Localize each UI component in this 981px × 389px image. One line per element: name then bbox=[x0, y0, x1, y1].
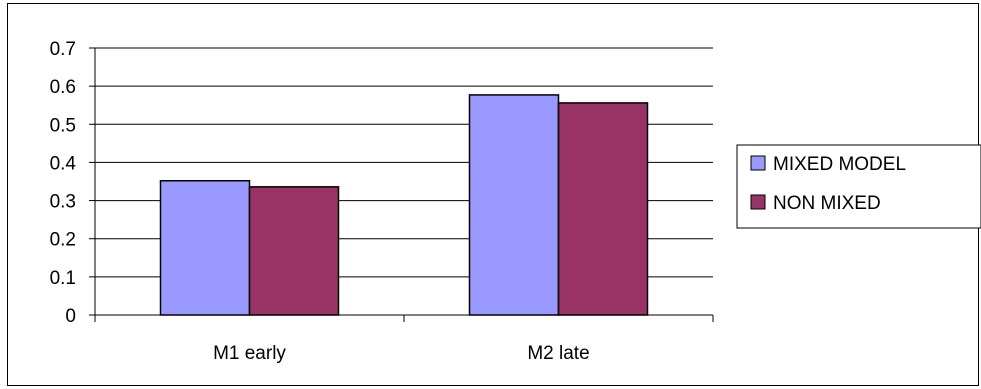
legend-box bbox=[736, 144, 981, 229]
y-tick-label: 0.7 bbox=[50, 39, 76, 60]
y-tick-label: 0 bbox=[65, 306, 76, 327]
bar-0-1 bbox=[468, 94, 560, 316]
bar-1-0 bbox=[248, 186, 340, 316]
y-tick-label: 0.4 bbox=[50, 153, 77, 174]
legend-label: MIXED MODEL bbox=[773, 154, 906, 175]
x-tick-label: M2 late bbox=[527, 343, 589, 364]
y-tick-label: 0.2 bbox=[50, 230, 76, 251]
legend-swatch-1 bbox=[750, 194, 766, 210]
bar-0-0 bbox=[159, 179, 251, 316]
legend: MIXED MODEL NON MIXED bbox=[736, 144, 981, 229]
legend-swatch-0 bbox=[750, 155, 766, 171]
y-tick-label: 0.5 bbox=[50, 115, 76, 136]
bar-1-1 bbox=[557, 102, 649, 316]
y-tick-label: 0.1 bbox=[50, 268, 76, 289]
y-tick-label: 0.6 bbox=[50, 77, 76, 98]
x-tick-label: M1 early bbox=[213, 343, 286, 364]
legend-label: NON MIXED bbox=[773, 193, 881, 214]
y-tick-label: 0.3 bbox=[50, 192, 76, 213]
bars bbox=[159, 94, 649, 316]
axes: 0 0.1 0.2 0.3 0.4 0.5 0.6 0.7 M1 early M2 late bbox=[50, 39, 714, 364]
